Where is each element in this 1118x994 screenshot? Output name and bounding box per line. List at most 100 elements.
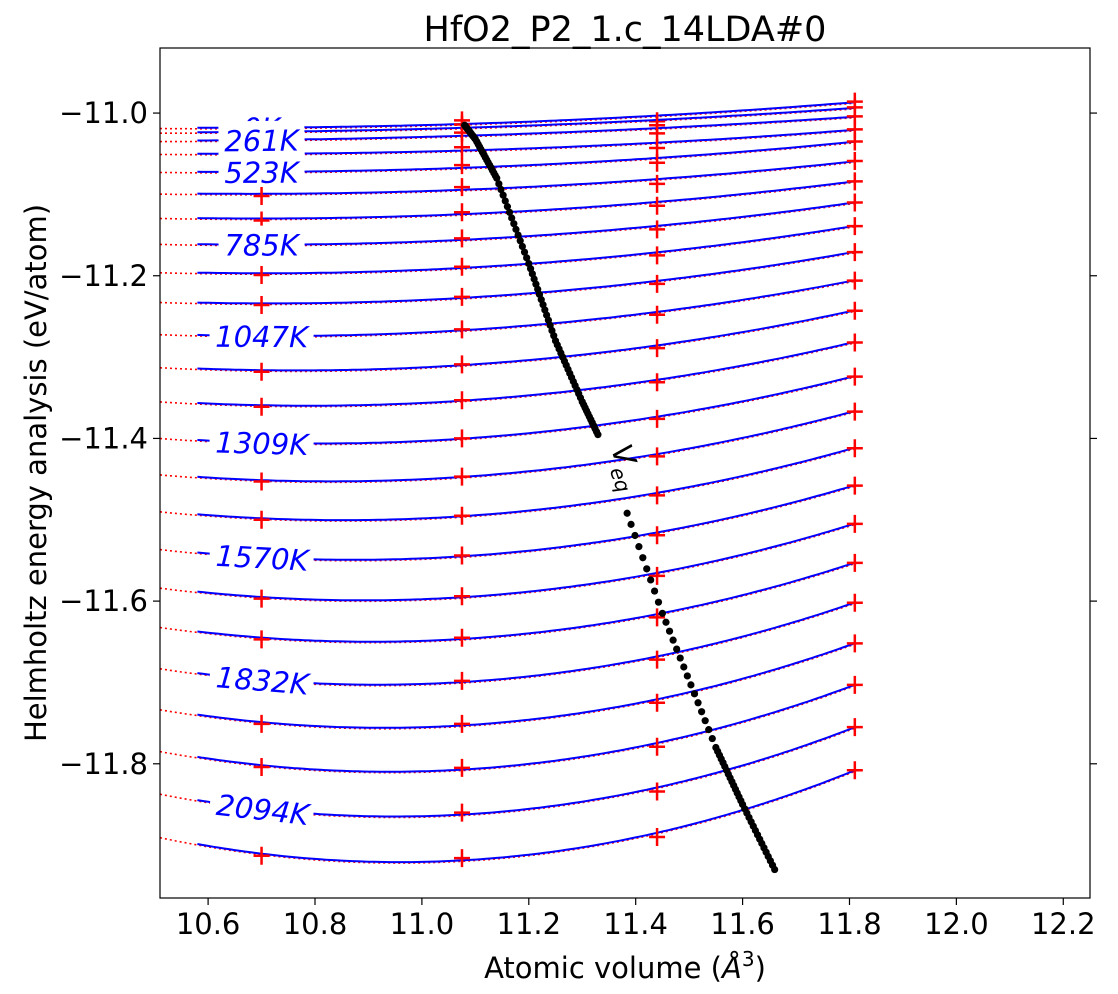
- data-point-marker: [649, 274, 666, 293]
- veq-point: [510, 220, 518, 228]
- data-point-marker: [649, 693, 666, 712]
- veq-point: [680, 663, 688, 671]
- data-point-marker: [649, 373, 666, 392]
- veq-point: [512, 225, 520, 233]
- data-point-marker: [453, 803, 470, 822]
- data-point-marker: [453, 229, 470, 248]
- veq-point: [650, 587, 659, 595]
- data-point-marker: [649, 782, 666, 801]
- data-point-marker: [453, 257, 470, 276]
- fit-curve: [197, 106, 855, 134]
- plot-frame: [159, 47, 1091, 899]
- y-tick-label: −11.6: [59, 584, 148, 618]
- data-point-marker: [453, 714, 470, 733]
- fit-curve: [197, 250, 855, 305]
- fit-curve: [197, 160, 855, 195]
- data-point-marker: [453, 506, 470, 525]
- fit-curve: [197, 446, 856, 522]
- fit-curve: [197, 410, 856, 483]
- data-point-marker: [846, 367, 863, 386]
- data-point-marker: [846, 761, 863, 780]
- temperature-label-bg: [218, 225, 305, 260]
- data-point-marker: [846, 675, 863, 694]
- veq-point: [673, 645, 681, 653]
- fit-curve: [197, 140, 855, 173]
- veq-point: [669, 636, 677, 644]
- data-point-marker: [846, 243, 863, 262]
- veq-point: [514, 231, 522, 239]
- x-tick-label: 12.2: [1031, 907, 1096, 941]
- data-point-marker: [253, 589, 270, 608]
- data-point-marker: [453, 587, 470, 606]
- data-point-marker: [453, 138, 470, 157]
- x-tick-label: 11.4: [603, 907, 668, 941]
- fit-curve: [197, 101, 855, 129]
- data-point-marker: [453, 758, 470, 777]
- data-point-marker: [253, 714, 270, 733]
- veq-point: [662, 618, 670, 626]
- veq-point: [694, 699, 702, 707]
- x-axis: 10.6 10.8 11.0 11.2 11.4 11.6 11.8 12.0 12.2: [176, 898, 1096, 941]
- fit-curve: [197, 128, 855, 155]
- veq-label: Veq: [598, 440, 650, 495]
- data-point-marker: [649, 339, 666, 358]
- fit-curve: [197, 683, 856, 773]
- data-point-marker: [846, 439, 863, 458]
- data-point-marker: [253, 472, 270, 491]
- data-point-marker: [453, 628, 470, 647]
- veq-point: [499, 191, 507, 199]
- chart-title: HfO2_P2_1.c_14LDA#0: [424, 10, 827, 50]
- data-point-marker: [649, 246, 666, 265]
- fit-curve: [197, 642, 856, 729]
- data-point-marker: [453, 671, 470, 690]
- data-point-marker: [846, 271, 863, 290]
- data-point-marker: [453, 429, 470, 448]
- data-point-marker: [649, 566, 666, 585]
- data-point-marker: [846, 301, 863, 320]
- data-point-marker: [649, 196, 666, 215]
- data-point-marker: [846, 634, 863, 653]
- data-point-marker: [649, 827, 666, 846]
- veq-point: [687, 681, 695, 689]
- data-point-marker: [649, 305, 666, 324]
- data-point-marker: [453, 156, 470, 175]
- data-point-marker: [846, 333, 863, 352]
- veq-point: [631, 531, 639, 540]
- veq-point: [635, 543, 643, 551]
- veq-point: [493, 174, 501, 182]
- veq-point: [503, 203, 512, 211]
- data-point-marker: [453, 546, 470, 565]
- data-point-marker: [846, 514, 863, 533]
- y-axis-label: Helmholtz energy analysis (eV/atom): [19, 204, 53, 742]
- data-point-marker: [846, 476, 863, 495]
- veq-point: [683, 672, 691, 680]
- y-axis: −11.0 −11.2 −11.4 −11.6 −11.8: [59, 96, 1097, 781]
- data-point-marker: [253, 758, 270, 777]
- x-tick-label: 11.6: [710, 907, 775, 941]
- temperature-label-bg: [218, 120, 305, 156]
- data-point-marker: [846, 402, 863, 421]
- veq-point: [665, 627, 674, 635]
- veq-point: [501, 197, 509, 205]
- fit-curve: [197, 201, 855, 246]
- data-point-marker: [453, 287, 470, 306]
- data-point-marker: [253, 265, 270, 284]
- x-tick-label: 12.0: [924, 907, 989, 941]
- veq-point: [690, 690, 699, 698]
- data-point-marker: [453, 203, 470, 222]
- y-tick-label: −11.4: [59, 421, 148, 455]
- veq-point: [520, 248, 529, 256]
- veq-point: [658, 609, 667, 617]
- x-axis-label-text: Atomic volume (: [484, 951, 722, 985]
- data-point-marker: [253, 510, 270, 529]
- veq-point: [516, 237, 524, 245]
- data-point-marker: [253, 397, 270, 416]
- temperature-label: 785K: [224, 229, 300, 263]
- data-point-marker: [253, 630, 270, 649]
- temperature-label: 1832K: [215, 660, 312, 702]
- data-point-marker: [253, 296, 270, 315]
- fit-curve: [197, 309, 856, 372]
- temperature-label: 523K: [224, 156, 300, 190]
- data-point-marker: [649, 174, 666, 193]
- veq-point: [523, 254, 531, 262]
